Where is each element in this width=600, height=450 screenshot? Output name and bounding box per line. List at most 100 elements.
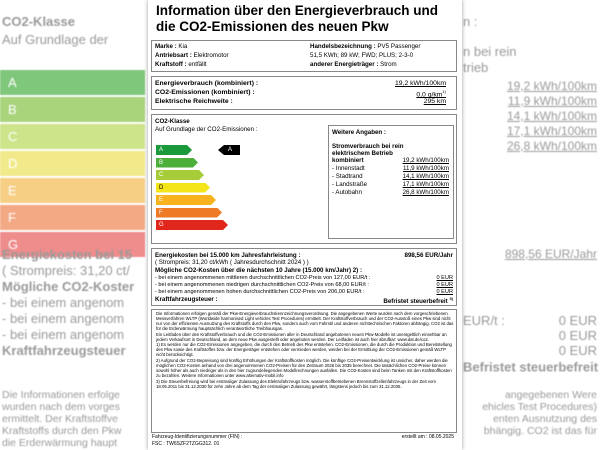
text: 0 EUR: [436, 282, 453, 288]
text: n bei rein: [463, 44, 517, 59]
text: - bei einem angenommenen mittleren durch…: [155, 275, 371, 281]
fine-print-box: Die Informationen erfolgen gemäß der Pkw…: [151, 309, 457, 433]
fine-print: 3) Die Steuerbefreiung wird bei erstmali…: [156, 378, 437, 389]
field-label: Elektrische Reichweite :: [155, 98, 233, 105]
text: 898,56 EUR/Jahr: [504, 247, 597, 261]
field-value: entfällt: [188, 61, 207, 68]
text: 0 EUR: [558, 313, 597, 328]
consumption-box: Energieverbrauch (kombiniert) : 19,2 kWh/…: [151, 76, 457, 110]
label-title: Information über den Energieverbrauch un…: [156, 3, 439, 34]
field-label: CO2-Emissionen (kombiniert) :: [155, 89, 255, 96]
vehicle-row: Kraftstoff : entfällt: [155, 61, 207, 68]
current-class-arrow: A: [218, 145, 240, 155]
field-value: Elektromotor: [193, 52, 229, 59]
text: Befristet steuerbefreit: [383, 298, 448, 306]
text: CO2-Klasse: [2, 14, 75, 29]
field-label: Marke :: [155, 43, 177, 50]
text: 0,0 g/km: [416, 91, 443, 99]
text: angegebenen Were: [504, 389, 597, 401]
fine-print: Ein Leitfaden über den Kraftstoffverbrau…: [156, 331, 447, 342]
text: 0 EUR: [436, 275, 453, 281]
text: - Landstraße: [332, 181, 368, 188]
text: 0 EUR: [558, 328, 597, 343]
fine-print: Die Informationen erfolgen gemäß der Pkw…: [156, 311, 454, 331]
text: 26,8 kWh/100km: [402, 189, 449, 196]
text: - bei einem angenom: [2, 295, 125, 310]
text: 17,1 kWh/100km: [506, 124, 597, 138]
text: Die Informationen erfolge: [2, 389, 120, 401]
text: 19,2 kWh/100km: [395, 80, 446, 87]
text: FSC : TW6SZF2TZGG312. 01: [152, 441, 220, 447]
class-bar: C: [156, 170, 204, 180]
class-bar: E: [0, 178, 145, 203]
text: 19,2 kWh/100km: [506, 79, 597, 93]
text: die Erderwärmung haupt: [2, 437, 117, 449]
class-bar: D: [156, 183, 210, 193]
text: Stromverbrauch bei rein elektrischem Bet…: [332, 143, 404, 157]
text: kombiniert: [332, 157, 364, 164]
text: ( Strompreis: 31,20 ct/kWh ( Jahresdurch…: [155, 259, 309, 266]
text: - bei einem angenom: [2, 311, 125, 326]
text: ( Strompreis: 31,20 ct/: [2, 263, 130, 278]
label-dialog: Information über den Energieverbrauch un…: [148, 0, 462, 450]
field-value: 295 km: [424, 98, 446, 105]
text: 26,8 kWh/100km: [506, 139, 597, 153]
class-bar: F: [0, 205, 145, 230]
field-value: Kia: [178, 43, 188, 50]
vehicle-box: Marke : Kia Antriebsart : Elektromotor Kra…: [151, 40, 457, 72]
footnote: 3): [449, 296, 453, 301]
text: 898,56 EUR/Jahr: [404, 252, 454, 259]
class-bar: F: [156, 208, 222, 218]
text: - Innenstadt: [332, 165, 365, 172]
text: Energiekosten bei 15: [2, 247, 133, 262]
fine-print: 2) Aufgrund der CO2-Bepreisung sind künf…: [156, 358, 452, 378]
text: Befristet steuerbefreit 3): [383, 296, 453, 305]
text: enten Ausnutzung des: [493, 413, 597, 425]
field-label: Antriebsart :: [155, 52, 192, 59]
class-box: CO2-Klasse Auf Grundlage der CO2-Emissio…: [151, 114, 457, 244]
text: Kraftfahrzeugsteuer: [2, 343, 126, 358]
text: 14,1 kWh/100km: [402, 173, 449, 180]
text: Fahrzeug-Identifizierungsnummer (FIN) :: [152, 434, 243, 440]
text: Energiekosten bei 15.000 km Jahresfahrle…: [155, 252, 301, 259]
class-bar: G: [156, 220, 228, 230]
text: ehicles Test Procedures): [482, 401, 597, 413]
class-bar: C: [0, 124, 145, 149]
field-value: Strom: [380, 61, 397, 68]
text: Befristet steuerbefreit: [463, 359, 599, 375]
text: Mögliche CO2-Koster: [2, 279, 135, 294]
text: Kraftfahrzeugsteuer :: [155, 296, 218, 303]
text: EUR/t :: [463, 313, 505, 328]
text: wurden nach dem vorges: [2, 401, 120, 413]
class-bar: A: [156, 145, 192, 155]
class-bar: D: [0, 151, 145, 176]
text: Mögliche CO2-Kosten über die nächsten 10…: [155, 267, 363, 274]
field-value: 19,2 kWh/100km: [395, 80, 446, 87]
fine-print: 1) Es werden nur die CO2-Emissionen ange…: [156, 342, 452, 358]
text: 11,9 kWh/100km: [403, 165, 449, 172]
text: 295 km: [423, 98, 446, 105]
class-bar: E: [156, 195, 216, 205]
class-bar: G: [0, 232, 145, 257]
field-label: Energieverbrauch (kombiniert) :: [155, 80, 259, 87]
text: - bei einem angenommenen hohen durchschn…: [155, 289, 365, 295]
field-value: PV5 Passenger: [377, 43, 421, 50]
field-value: 0,0 g/km1): [416, 89, 446, 98]
text: Auf Grundlage der: [2, 32, 109, 47]
text: 0 EUR: [436, 289, 453, 295]
text: CO2-Klasse: [155, 118, 190, 125]
vehicle-row: Antriebsart : Elektromotor: [155, 52, 229, 59]
text: ermittelt. Der Kraftstoffve: [2, 413, 118, 425]
field-value: 51,5 KWh; 89 kW; FWD; PLUS; 2-3-0: [310, 52, 414, 59]
text: n :: [463, 14, 478, 29]
vehicle-row: anderer Energieträger : Strom: [310, 61, 397, 68]
text: 11,9 kWh/100km: [507, 94, 597, 108]
further-box: Weitere Angaben : Stromverbrauch bei rein…: [328, 125, 454, 239]
text: - bei einem angenom: [2, 327, 125, 342]
vehicle-row: 51,5 KWh; 89 kW; FWD; PLUS; 2-3-0: [310, 52, 413, 59]
text: Befristet steuerbefreit 3): [463, 359, 600, 374]
class-bar: B: [0, 97, 145, 122]
text: - Stadtrand: [332, 173, 363, 180]
text: 0 EUR: [558, 343, 597, 358]
